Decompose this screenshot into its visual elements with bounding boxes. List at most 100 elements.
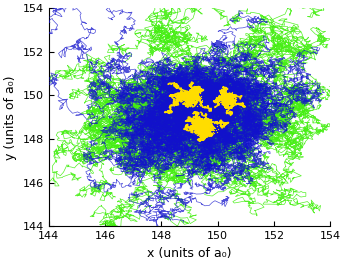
Point xyxy=(195,125,200,129)
Point xyxy=(188,95,193,99)
Point xyxy=(227,96,232,101)
Point xyxy=(199,128,205,133)
Point xyxy=(219,96,225,101)
Point xyxy=(202,125,207,129)
Point xyxy=(202,130,207,134)
Point xyxy=(189,99,195,103)
Point xyxy=(220,93,225,98)
Point xyxy=(229,94,234,98)
Point xyxy=(224,96,229,100)
Point xyxy=(190,99,195,103)
Point xyxy=(227,95,233,100)
Point xyxy=(227,97,232,101)
Point xyxy=(223,97,229,102)
Point xyxy=(186,93,191,98)
Point xyxy=(186,93,191,98)
Point xyxy=(199,127,204,131)
Point xyxy=(208,121,214,125)
Point xyxy=(226,97,231,101)
Point xyxy=(179,92,185,96)
Point xyxy=(226,96,231,100)
Point xyxy=(197,91,203,96)
Point xyxy=(225,99,230,103)
Point xyxy=(186,96,191,100)
Point xyxy=(198,128,204,133)
Point xyxy=(196,130,202,134)
Point xyxy=(191,93,197,97)
Point xyxy=(204,122,209,126)
Point xyxy=(227,97,233,102)
Point xyxy=(220,96,226,100)
Point xyxy=(225,97,231,102)
Point xyxy=(205,122,211,126)
Point xyxy=(190,92,196,96)
Point xyxy=(226,96,231,100)
Point xyxy=(181,96,186,101)
Point xyxy=(223,98,228,103)
Point xyxy=(199,127,204,131)
Point xyxy=(206,124,211,128)
Point xyxy=(226,97,231,102)
Point xyxy=(194,97,199,102)
Point xyxy=(195,97,200,101)
Point xyxy=(189,98,194,103)
Point xyxy=(185,92,190,96)
Point xyxy=(226,100,231,104)
Point xyxy=(202,125,207,129)
Point xyxy=(188,99,194,103)
Point xyxy=(197,102,202,106)
Point xyxy=(225,98,231,102)
Point xyxy=(226,94,231,98)
Point xyxy=(204,128,210,133)
Point xyxy=(193,93,198,98)
Point xyxy=(208,124,213,128)
Point xyxy=(225,94,230,98)
Point xyxy=(193,90,198,94)
Point xyxy=(208,128,214,133)
Point xyxy=(188,96,194,101)
Point xyxy=(198,122,203,126)
Point xyxy=(198,127,203,131)
Point xyxy=(223,92,229,96)
Point xyxy=(210,125,215,129)
Point xyxy=(208,122,213,126)
Point xyxy=(188,97,193,101)
Point xyxy=(202,124,207,128)
Point xyxy=(186,95,191,100)
Point xyxy=(222,98,228,103)
Point xyxy=(205,124,211,128)
Point xyxy=(223,100,228,104)
Point xyxy=(186,93,192,97)
Point xyxy=(204,121,209,125)
Point xyxy=(222,97,227,101)
Point xyxy=(201,129,206,133)
Point xyxy=(221,95,226,99)
Point xyxy=(202,126,207,130)
Point xyxy=(220,93,225,97)
Point xyxy=(206,127,212,131)
Point xyxy=(223,93,229,97)
Point xyxy=(187,97,193,101)
Point xyxy=(189,92,195,96)
Point xyxy=(206,124,212,128)
Point xyxy=(226,95,231,99)
Point xyxy=(226,94,231,98)
Point xyxy=(222,96,227,101)
Point xyxy=(225,96,230,100)
Point xyxy=(190,95,195,99)
Point xyxy=(228,97,233,101)
Point xyxy=(181,98,187,102)
Point xyxy=(209,126,215,130)
Point xyxy=(200,126,206,130)
Point xyxy=(204,126,209,130)
Point xyxy=(202,124,207,128)
Point xyxy=(191,93,197,98)
Point xyxy=(206,129,211,133)
Point xyxy=(194,126,199,130)
Point xyxy=(229,95,234,100)
Point xyxy=(193,95,199,99)
Point xyxy=(196,94,201,98)
Point xyxy=(190,93,196,97)
Point xyxy=(203,123,208,127)
Point xyxy=(199,122,204,126)
